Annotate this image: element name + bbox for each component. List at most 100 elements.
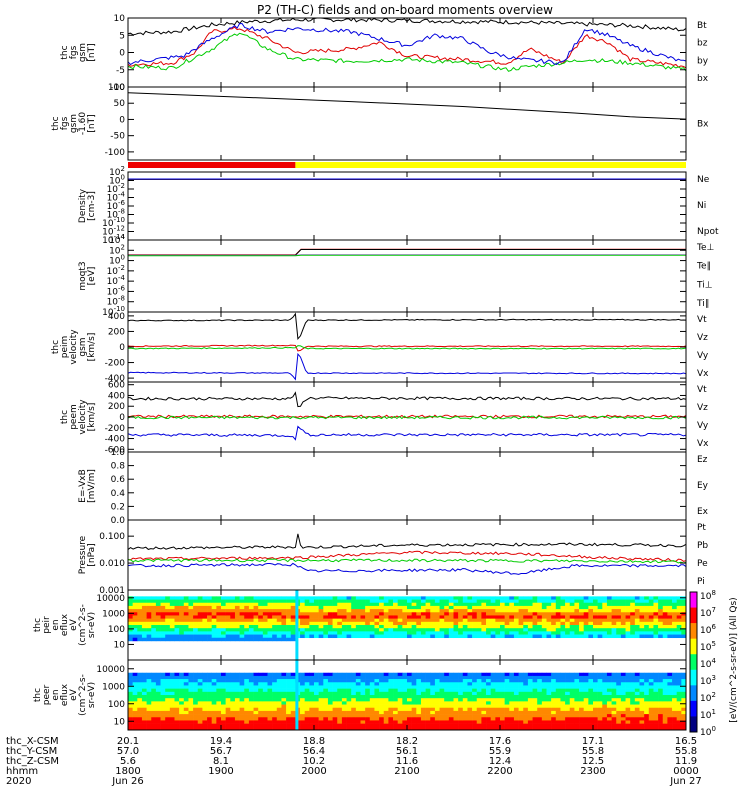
spectrogram-cell (193, 631, 199, 635)
spectrogram-cell (574, 605, 580, 610)
spectrogram-cell (527, 618, 533, 623)
spectrogram-cell (137, 688, 143, 693)
spectrogram-cell (509, 710, 515, 715)
spectrogram-cell (527, 695, 533, 699)
spectrogram-cell (327, 688, 333, 693)
spectrogram-cell (583, 612, 589, 616)
y-axis-label: gsm (78, 337, 88, 356)
spectrogram-cell (630, 634, 636, 639)
spectrogram-cell (448, 707, 454, 712)
spectrogram-cell (448, 612, 454, 616)
spectrogram-cell (239, 701, 245, 705)
spectrogram-cell (351, 695, 357, 699)
spectrogram-cell (425, 726, 431, 730)
spectrogram-cell (569, 621, 575, 626)
y-tick-label: 0.001 (99, 586, 125, 596)
spectrogram-cell (569, 612, 575, 616)
spectrogram-cell (323, 631, 329, 635)
spectrogram-cell (165, 628, 171, 632)
spectrogram-cell (411, 602, 417, 607)
spectrogram-cell (462, 710, 468, 715)
spectrogram-cell (248, 682, 254, 686)
spectrogram-cell (253, 609, 259, 613)
spectrogram-cell (644, 599, 650, 604)
spectrogram-cell (620, 691, 626, 696)
spectrogram-cell (374, 688, 380, 693)
spectrogram-cell (439, 621, 445, 626)
spectrogram-cell (434, 717, 440, 721)
spectrogram-cell (337, 675, 343, 680)
spectrogram-cell (620, 602, 626, 607)
spectrogram-cell (504, 602, 510, 607)
spectrogram-cell (141, 621, 147, 626)
spectrogram-cell (602, 602, 608, 607)
spectrogram-cell (467, 612, 473, 616)
spectrogram-cell (137, 634, 143, 639)
spectrogram-cell (169, 720, 175, 724)
spectrogram-cell (221, 628, 226, 632)
spectrogram-cell (490, 609, 496, 613)
spectrogram-cell (281, 685, 287, 689)
spectrogram-cell (639, 691, 645, 696)
spectrogram-cell (630, 628, 636, 632)
spectrogram-cell (616, 685, 622, 689)
spectrogram-cell (439, 723, 445, 728)
spectrogram-cell (346, 621, 352, 626)
spectrogram-cell (639, 726, 645, 730)
spectrogram-cell (337, 679, 343, 683)
spectrogram-cell (337, 625, 343, 629)
spectrogram-cell (500, 685, 505, 689)
spectrogram-cell (458, 682, 464, 686)
spectrogram-cell (369, 707, 375, 712)
spectrogram-cell (527, 634, 533, 639)
spectrogram-cell (360, 701, 366, 705)
spectrogram-cell (658, 714, 664, 718)
spectrogram-cell (486, 596, 491, 600)
spectrogram-cell (620, 695, 626, 699)
spectrogram-cell (165, 637, 171, 642)
spectrogram-cell (532, 714, 538, 718)
spectrogram-cell (276, 596, 282, 600)
spectrogram-cell (183, 634, 189, 639)
spectrogram-cell (202, 704, 208, 709)
spectrogram-cell (365, 631, 371, 635)
spectrogram-cell (369, 691, 375, 696)
spectrogram-cell (411, 599, 417, 604)
spectrogram-cell (639, 599, 645, 604)
time-row-label: 2020 (6, 776, 31, 787)
spectrogram-cell (639, 717, 645, 721)
spectrogram-cell (351, 723, 357, 728)
spectrogram-cell (351, 628, 357, 632)
spectrogram-cell (606, 691, 612, 696)
spectrogram-cell (620, 723, 626, 728)
spectrogram-cell (467, 621, 473, 626)
spectrogram-cell (332, 618, 338, 623)
spectrogram-cell (425, 631, 431, 635)
spectrogram-cell (300, 618, 305, 623)
spectrogram-cell (314, 599, 319, 604)
spectrogram-cell (420, 695, 426, 699)
spectrogram-cell (500, 701, 505, 705)
spectrogram-cell (602, 596, 608, 600)
spectrogram-cell (430, 723, 436, 728)
spectrogram-cell (532, 621, 538, 626)
spectrogram-cell (272, 682, 278, 686)
spectrogram-cell (397, 596, 403, 600)
spectrogram-cell (318, 695, 324, 699)
spectrogram-cell (551, 688, 557, 693)
spectrogram-cell (304, 634, 310, 639)
spectrogram-cell (160, 625, 166, 629)
spectrogram-cell (551, 612, 557, 616)
y-tick-label: 1000 (102, 682, 125, 692)
spectrogram-cell (667, 688, 673, 693)
spectrogram-cell (662, 707, 668, 712)
spectrogram-cell (379, 675, 385, 680)
spectrogram-cell (174, 704, 180, 709)
spectrogram-cell (509, 612, 515, 616)
spectrogram-cell (430, 707, 436, 712)
spectrogram-cell (407, 714, 412, 718)
spectrogram-cell (513, 612, 519, 616)
spectrogram-cell (420, 723, 426, 728)
spectrogram-cell (448, 714, 454, 718)
